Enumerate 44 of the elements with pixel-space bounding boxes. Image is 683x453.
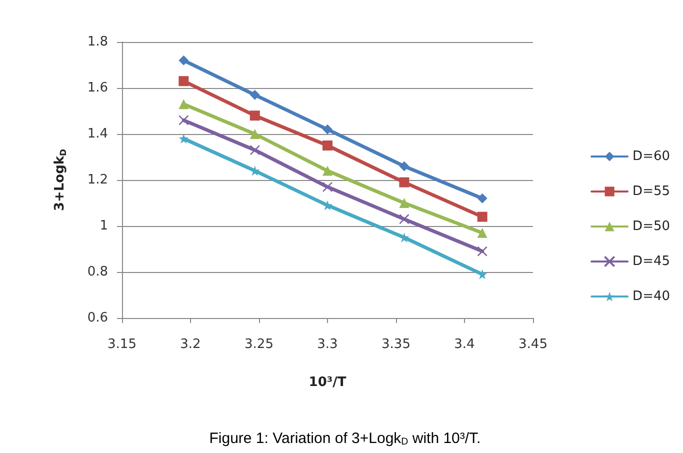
point — [250, 90, 260, 100]
point — [250, 144, 260, 156]
point — [477, 193, 488, 204]
point — [322, 140, 332, 150]
legend-label: D=55 — [632, 184, 670, 199]
x-axis-title: 10³/T — [308, 375, 346, 390]
x-tick-label: 3.45 — [518, 337, 548, 352]
point — [399, 177, 410, 188]
y-axis-title: 3+LogkD — [52, 148, 68, 212]
point — [477, 228, 488, 238]
point — [178, 99, 189, 110]
legend-label: D=60 — [632, 149, 670, 164]
point — [178, 55, 189, 66]
x-tick-label: 3.35 — [382, 337, 410, 352]
y-tick-label: 1 — [100, 218, 108, 234]
x-tick-label: 3.15 — [108, 337, 136, 352]
point — [250, 129, 260, 139]
legend-label: D=50 — [632, 219, 670, 234]
text: Figure 1: Variation of 3+LogkD with 10³/T. — [209, 430, 481, 448]
point — [477, 246, 488, 256]
y-tick-label: 1.2 — [87, 172, 108, 188]
x-tick-label: 3.3 — [317, 337, 338, 352]
point — [322, 124, 332, 134]
y-tick-label: 1.4 — [87, 126, 108, 142]
legend-label: D=45 — [632, 254, 670, 269]
x-tick-label: 3.2 — [180, 337, 201, 352]
legend-label: D=40 — [632, 289, 670, 304]
point — [399, 161, 410, 172]
x-tick-label: 3.4 — [454, 337, 475, 352]
y-tick-label: 0.8 — [87, 264, 108, 280]
point — [322, 200, 332, 210]
point — [399, 214, 410, 224]
y-tick-label: 0.6 — [87, 310, 108, 326]
point — [477, 212, 488, 222]
point — [322, 182, 333, 192]
point — [178, 115, 189, 126]
point — [399, 198, 410, 208]
point — [250, 110, 260, 121]
x-tick-label: 3.25 — [244, 337, 274, 352]
point — [178, 76, 189, 86]
y-tick-label: 1.6 — [87, 80, 108, 96]
point — [178, 134, 189, 144]
point — [322, 166, 332, 176]
y-tick-label: 1.8 — [87, 34, 108, 50]
